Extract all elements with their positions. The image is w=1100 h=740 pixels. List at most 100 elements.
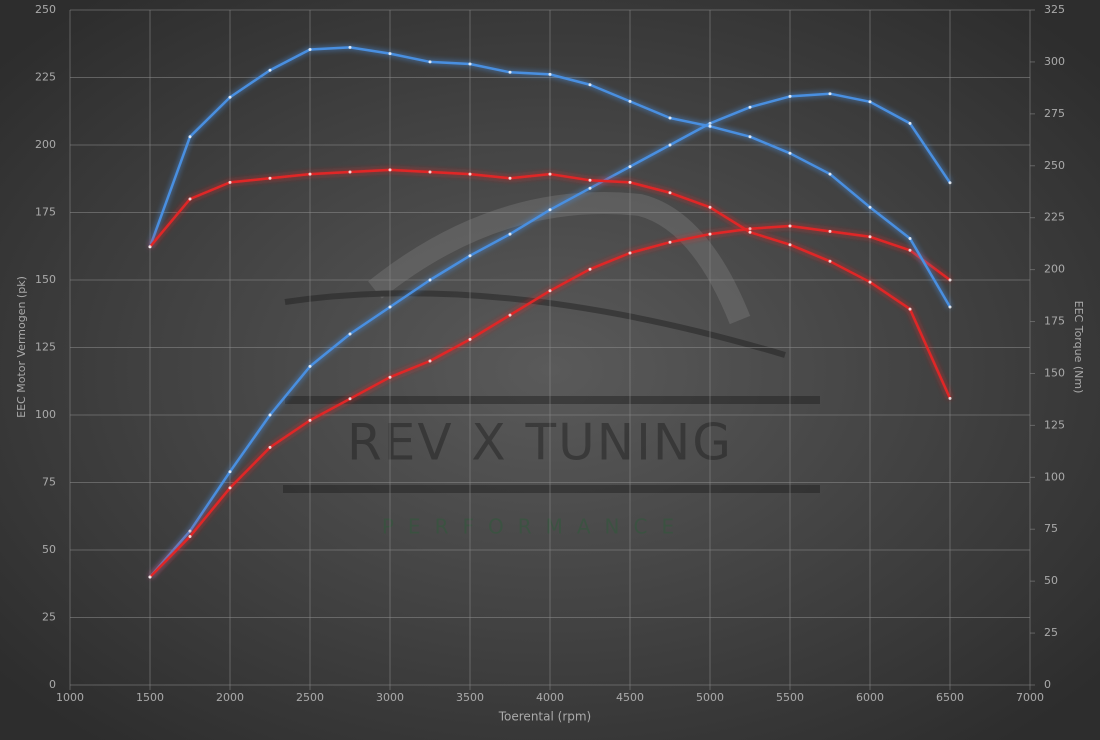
- point: [628, 165, 632, 169]
- y2-tick-label: 325: [1044, 3, 1065, 16]
- x-tick-label: 1500: [136, 691, 164, 704]
- point: [308, 47, 312, 51]
- point: [388, 52, 392, 56]
- point: [428, 359, 432, 363]
- x-tick-label: 1000: [56, 691, 84, 704]
- y2-tick-label: 100: [1044, 470, 1065, 483]
- point: [468, 62, 472, 66]
- x-tick-label: 2000: [216, 691, 244, 704]
- point: [468, 254, 472, 258]
- point: [188, 135, 192, 139]
- point: [388, 375, 392, 379]
- point: [868, 235, 872, 239]
- y2-tick-label: 50: [1044, 574, 1058, 587]
- y2-tick-label: 125: [1044, 418, 1065, 431]
- point: [628, 180, 632, 184]
- point: [228, 486, 232, 490]
- point: [508, 70, 512, 74]
- y-tick-label: 175: [35, 206, 56, 219]
- point: [308, 364, 312, 368]
- x-axis-label: Toerental (rpm): [498, 710, 591, 724]
- point: [868, 280, 872, 284]
- point: [588, 267, 592, 271]
- point: [268, 445, 272, 449]
- point: [668, 116, 672, 120]
- point: [908, 248, 912, 252]
- point: [588, 83, 592, 87]
- point: [388, 305, 392, 309]
- y2-tick-label: 225: [1044, 211, 1065, 224]
- point: [828, 92, 832, 96]
- point: [508, 176, 512, 180]
- y-tick-label: 25: [42, 611, 56, 624]
- y-tick-label: 125: [35, 341, 56, 354]
- x-tick-label: 5000: [696, 691, 724, 704]
- watermark: REV X TUNING PERFORMANCE: [283, 192, 820, 539]
- watermark-text: REV X TUNING: [347, 414, 733, 472]
- point: [348, 332, 352, 336]
- x-tick-label: 6500: [936, 691, 964, 704]
- point: [428, 278, 432, 282]
- point: [748, 105, 752, 109]
- point: [548, 172, 552, 176]
- point: [868, 205, 872, 209]
- y2-tick-label: 150: [1044, 366, 1065, 379]
- y2-tick-label: 25: [1044, 626, 1058, 639]
- point: [508, 232, 512, 236]
- x-tick-label: 3000: [376, 691, 404, 704]
- point: [708, 232, 712, 236]
- point: [548, 289, 552, 293]
- point: [308, 418, 312, 422]
- point: [708, 205, 712, 209]
- point: [628, 99, 632, 103]
- point: [828, 172, 832, 176]
- point: [268, 413, 272, 417]
- point: [268, 176, 272, 180]
- point: [628, 251, 632, 255]
- point: [388, 168, 392, 172]
- point: [588, 178, 592, 182]
- point: [788, 243, 792, 247]
- point: [348, 170, 352, 174]
- point: [908, 236, 912, 240]
- point: [908, 121, 912, 125]
- point: [668, 240, 672, 244]
- point: [828, 229, 832, 233]
- point: [148, 575, 152, 579]
- point: [948, 396, 952, 400]
- point: [548, 72, 552, 76]
- y-tick-label: 200: [35, 138, 56, 151]
- x-tick-label: 7000: [1016, 691, 1044, 704]
- point: [508, 313, 512, 317]
- y2-tick-label: 250: [1044, 159, 1065, 172]
- point: [268, 68, 272, 72]
- point: [228, 95, 232, 99]
- point: [468, 337, 472, 341]
- point: [748, 230, 752, 234]
- point: [588, 186, 592, 190]
- point: [708, 124, 712, 128]
- point: [788, 224, 792, 228]
- point: [428, 170, 432, 174]
- y-tick-label: 75: [42, 476, 56, 489]
- point: [828, 259, 832, 263]
- point: [548, 208, 552, 212]
- point: [868, 100, 872, 104]
- y2-axis-label: EEC Torque (Nm): [1072, 301, 1085, 394]
- y2-tick-label: 0: [1044, 678, 1051, 691]
- point: [468, 172, 472, 176]
- y2-tick-label: 175: [1044, 315, 1065, 328]
- point: [348, 45, 352, 49]
- y2-tick-label: 75: [1044, 522, 1058, 535]
- y-tick-label: 250: [35, 3, 56, 16]
- watermark-subtext: PERFORMANCE: [382, 515, 688, 539]
- point: [708, 121, 712, 125]
- point: [948, 305, 952, 309]
- y2-tick-label: 300: [1044, 55, 1065, 68]
- y-tick-label: 50: [42, 543, 56, 556]
- y-tick-label: 100: [35, 408, 56, 421]
- y-tick-label: 150: [35, 273, 56, 286]
- point: [148, 245, 152, 249]
- point: [188, 197, 192, 201]
